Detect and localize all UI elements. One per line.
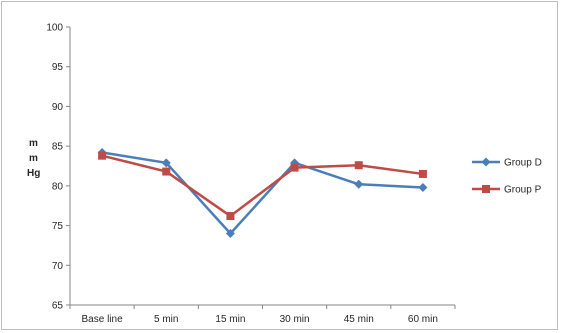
data-point-group-d xyxy=(418,182,428,192)
legend-item-group-p: Group P xyxy=(472,185,542,196)
legend-label: Group P xyxy=(504,185,542,196)
x-tick-label: Base line xyxy=(82,314,124,325)
y-axis-title-line-2: m xyxy=(29,153,38,164)
x-tick-label: 15 min xyxy=(215,314,245,325)
y-tick-label: 100 xyxy=(46,23,63,34)
y-tick-label: 75 xyxy=(52,221,64,232)
y-axis-title-line-1: m xyxy=(29,138,38,149)
data-point-group-p xyxy=(162,167,171,176)
legend-marker xyxy=(482,185,490,193)
x-tick-label: 30 min xyxy=(280,314,310,325)
y-axis-title: m m Hg xyxy=(27,138,40,179)
x-tick-label: 60 min xyxy=(408,314,438,325)
y-tick-label: 80 xyxy=(52,181,64,192)
x-tick-label: 45 min xyxy=(344,314,374,325)
data-point-group-p xyxy=(354,161,363,170)
data-point-group-p xyxy=(290,163,299,172)
data-point-group-p xyxy=(418,169,427,178)
y-tick-labels: 65 70 75 80 85 90 95 100 xyxy=(46,23,70,312)
y-tick-label: 65 xyxy=(52,301,64,312)
data-point-group-d xyxy=(225,229,235,239)
legend-item-group-d: Group D xyxy=(472,157,542,169)
series-line-group-p xyxy=(101,154,424,218)
y-tick-label: 85 xyxy=(52,142,64,153)
series-group-p xyxy=(98,151,427,221)
y-axis-title-line-3: Hg xyxy=(27,168,40,179)
series-line-group-d xyxy=(101,151,423,235)
data-point-group-d xyxy=(354,179,364,189)
series-group xyxy=(97,147,428,239)
x-tick-labels: Base line 5 min 15 min 30 min 45 min 60 min xyxy=(69,305,456,325)
y-tick-label: 90 xyxy=(52,102,64,113)
x-tick-label: 5 min xyxy=(154,314,178,325)
data-point-group-p xyxy=(98,151,107,160)
data-point-group-p xyxy=(226,212,235,221)
legend-marker xyxy=(481,157,491,167)
y-tick-label: 95 xyxy=(52,62,64,73)
axes xyxy=(69,27,455,306)
legend: Group D Group P xyxy=(472,157,542,196)
legend-label: Group D xyxy=(504,158,542,169)
data-point-group-d xyxy=(161,158,171,168)
y-tick-label: 70 xyxy=(52,261,64,272)
